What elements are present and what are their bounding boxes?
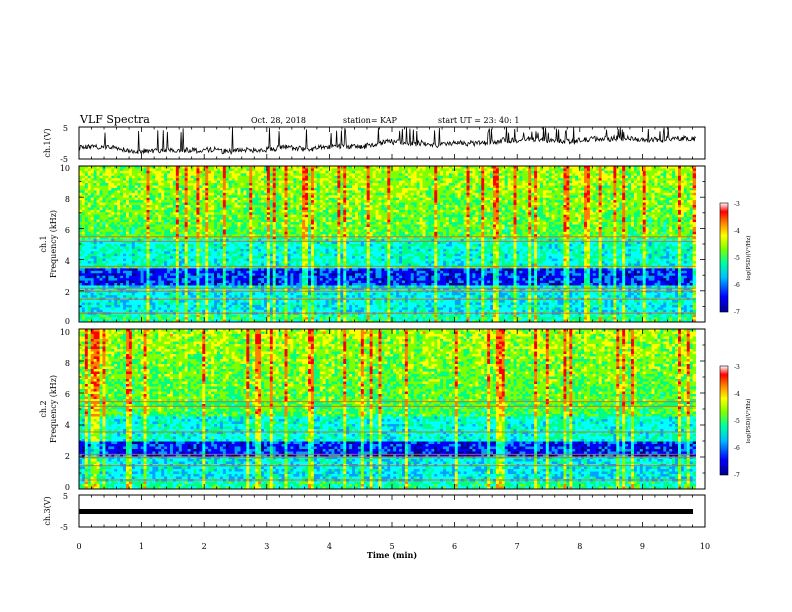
ch1-spectrogram-heatmap xyxy=(79,166,696,322)
ch1-colorbar-label: log(PSD)(V²/Hz) xyxy=(745,236,752,281)
ch2-colorbar: -3 -4 -5 -6 -7 log(PSD)(V²/Hz) xyxy=(720,364,752,479)
x-tick-10: 10 xyxy=(700,542,710,551)
ch3-ytick-top: 5 xyxy=(63,492,68,501)
ch2-colorbar-tick-5: -5 xyxy=(734,418,740,425)
ch2-spec-ylabel: ch.2 xyxy=(39,400,48,417)
ch1-colorbar-tick-5: -5 xyxy=(734,255,740,262)
ch1-colorbar-tick-3: -3 xyxy=(734,201,740,208)
ch2-spec-ytick-8: 8 xyxy=(65,359,70,368)
date-label: Oct. 28, 2018 xyxy=(251,116,306,125)
ch1-spec-ytick-8: 8 xyxy=(65,195,70,204)
time-axis: 0 1 2 3 4 5 6 7 8 9 10 Time (min) xyxy=(76,542,710,560)
ch1-ytick-bottom: -5 xyxy=(60,155,68,164)
x-tick-6: 6 xyxy=(452,542,457,551)
ch2-colorbar-label: log(PSD)(V²/Hz) xyxy=(745,399,752,444)
x-tick-2: 2 xyxy=(202,542,207,551)
ch1-waveform-panel: 5 -5 ch.1(V) xyxy=(43,124,705,164)
ch1-spec-ylabel: ch.1 xyxy=(39,235,48,252)
ch1-colorbar-tick-4: -4 xyxy=(734,228,740,235)
ch2-colorbar-tick-4: -4 xyxy=(734,391,740,398)
ch2-colorbar-tick-6: -6 xyxy=(734,445,740,452)
ch1-spec-ytick-10: 10 xyxy=(60,164,70,173)
ch2-spectrogram-heatmap xyxy=(79,329,696,489)
ch3-ytick-bottom: -5 xyxy=(60,523,68,532)
ch2-spec-ytick-6: 6 xyxy=(65,390,70,399)
ch1-ytick-top: 5 xyxy=(63,124,68,133)
x-tick-8: 8 xyxy=(577,542,582,551)
ch1-spec-ytick-6: 6 xyxy=(65,226,70,235)
figure-title: VLF Spectra xyxy=(79,113,150,126)
x-tick-1: 1 xyxy=(139,542,144,551)
ch2-spec-ytick-4: 4 xyxy=(65,421,70,430)
ch1-spectrogram-panel: 0 2 4 6 8 10 ch.1 Frequency (kHz) xyxy=(39,164,705,326)
ch2-spec-ytick-0: 0 xyxy=(65,483,70,492)
ch2-colorbar-tick-7: -7 xyxy=(734,472,740,479)
x-axis-label: Time (min) xyxy=(367,550,417,560)
ch1-spec-ytick-2: 2 xyxy=(65,288,70,297)
ch2-colorbar-gradient xyxy=(720,366,728,475)
ch1-colorbar-tick-7: -7 xyxy=(734,309,740,316)
ch1-colorbar-tick-6: -6 xyxy=(734,282,740,289)
ch2-spec-ylabel-frequency: Frequency (kHz) xyxy=(49,375,58,443)
ch1-spec-ytick-0: 0 xyxy=(65,317,70,326)
ch1-waveform-line xyxy=(79,127,696,154)
ch1-colorbar-gradient xyxy=(720,203,728,312)
start-time-label: start UT = 23: 40: 1 xyxy=(438,116,519,125)
ch1-spec-ytick-4: 4 xyxy=(65,257,70,266)
ch1-colorbar: -3 -4 -5 -6 -7 log(PSD)(V²/Hz) xyxy=(720,201,752,316)
x-tick-0: 0 xyxy=(76,542,81,551)
ch2-spec-ytick-10: 10 xyxy=(60,328,70,337)
ch3-waveform-panel: 5 -5 ch.3(V) xyxy=(43,492,705,532)
x-tick-4: 4 xyxy=(327,542,332,551)
station-label: station= KAP xyxy=(343,116,398,125)
ch1-spec-ylabel-frequency: Frequency (kHz) xyxy=(49,210,58,278)
ch2-spectrogram-panel: 0 2 4 6 8 10 ch.2 Frequency (kHz) xyxy=(39,328,705,492)
ch3-waveform-line xyxy=(79,509,693,514)
ch3-waveform-ylabel: ch.3(V) xyxy=(43,496,52,525)
x-tick-7: 7 xyxy=(515,542,520,551)
ch2-colorbar-tick-3: -3 xyxy=(734,364,740,371)
ch2-spec-ytick-2: 2 xyxy=(65,452,70,461)
x-tick-9: 9 xyxy=(640,542,645,551)
ch1-waveform-ylabel: ch.1(V) xyxy=(43,128,52,157)
x-tick-3: 3 xyxy=(264,542,269,551)
